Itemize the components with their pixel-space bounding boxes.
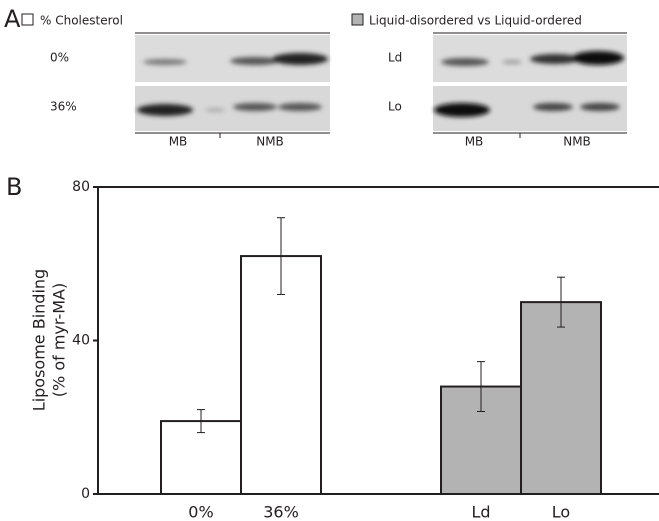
column-label: MB — [465, 135, 484, 149]
figure: A % Cholesterol 0% 36% MB NMB Liquid-dis… — [0, 0, 659, 521]
legend-text: Liquid-disordered vs Liquid-ordered — [369, 14, 582, 28]
x-tick-label: 36% — [263, 503, 299, 521]
y-axis-label: (% of myr-MA) — [50, 283, 69, 397]
y-tick-label: 0 — [81, 486, 90, 502]
row-label: Lo — [388, 100, 402, 114]
x-tick-label: Ld — [471, 503, 490, 521]
y-tick-label: 80 — [72, 179, 90, 195]
x-tick-label: 0% — [188, 503, 213, 521]
x-tick-label: Lo — [552, 503, 570, 521]
row-label: 36% — [50, 100, 77, 114]
row-label: Ld — [388, 51, 402, 65]
y-axis-label: Liposome Binding — [30, 269, 49, 411]
row-label: 0% — [50, 51, 69, 65]
legend-text: % Cholesterol — [40, 14, 123, 28]
column-label: MB — [169, 135, 188, 149]
legend-swatch — [352, 14, 363, 25]
column-label: NMB — [563, 135, 591, 149]
panel-label: A — [4, 5, 21, 33]
legend-swatch — [22, 14, 33, 25]
column-label: NMB — [256, 135, 284, 149]
panel-label: B — [6, 173, 22, 201]
y-tick-label: 40 — [72, 333, 90, 349]
bar — [521, 302, 601, 494]
